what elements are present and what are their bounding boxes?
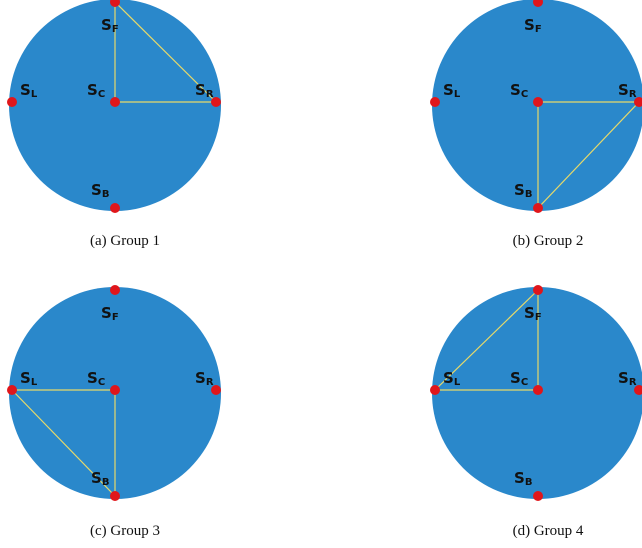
sensor-dot-l [7, 385, 17, 395]
sensor-label-l: SL [20, 369, 38, 388]
panel-caption: (d) Group 4 [513, 523, 584, 539]
sensor-label-f: SF [524, 304, 542, 323]
sensor-dot-r [211, 385, 221, 395]
panel-3: SF SL SC SR SB (c) Group 3 [7, 285, 221, 539]
panel-2: SF SL SC SR SB (b) Group 2 [430, 0, 642, 249]
sensor-dot-r [634, 385, 642, 395]
panel-caption: (b) Group 2 [513, 233, 584, 249]
sensor-label-b: SB [514, 181, 532, 200]
sensor-label-l: SL [443, 81, 461, 100]
panel-1: SF SL SC SR SB (a) Group 1 [7, 0, 221, 249]
sensor-dot-c [533, 385, 543, 395]
sensor-triangle [433, 288, 539, 391]
sensor-triangle [114, 0, 218, 103]
sensor-dot-f [110, 0, 120, 7]
sensor-label-r: SR [618, 81, 637, 100]
sensor-label-c: SC [87, 369, 105, 388]
sensor-dot-c [533, 97, 543, 107]
sensor-dot-r [211, 97, 221, 107]
panel-4: SF SL SC SR SB (d) Group 4 [430, 285, 642, 539]
sensor-label-c: SC [510, 81, 528, 100]
sensor-label-c: SC [510, 369, 528, 388]
sensor-label-f: SF [524, 16, 542, 35]
panel-caption: (a) Group 1 [90, 233, 160, 249]
sensor-dot-l [430, 385, 440, 395]
sensor-label-b: SB [514, 469, 532, 488]
sensor-dot-r [634, 97, 642, 107]
panel-caption: (c) Group 3 [90, 523, 160, 539]
sensor-dot-f [533, 0, 543, 7]
sensor-label-b: SB [91, 469, 109, 488]
sensor-label-f: SF [101, 16, 119, 35]
sensor-dot-c [110, 97, 120, 107]
sensor-label-c: SC [87, 81, 105, 100]
sensor-dot-b [110, 203, 120, 213]
sensor-label-r: SR [195, 369, 214, 388]
sensor-label-r: SR [618, 369, 637, 388]
sensor-triangle [537, 101, 641, 210]
sensor-dot-l [430, 97, 440, 107]
sensor-label-f: SF [101, 304, 119, 323]
sensor-label-l: SL [443, 369, 461, 388]
sensor-dot-c [110, 385, 120, 395]
sensor-dot-f [533, 285, 543, 295]
sensor-dot-b [533, 203, 543, 213]
sensor-label-l: SL [20, 81, 38, 100]
sensor-dot-b [533, 491, 543, 501]
sensor-label-b: SB [91, 181, 109, 200]
sensor-triangle [10, 389, 116, 498]
sensor-dot-b [110, 491, 120, 501]
sensor-dot-l [7, 97, 17, 107]
sensor-dot-f [110, 285, 120, 295]
sensor-label-r: SR [195, 81, 214, 100]
